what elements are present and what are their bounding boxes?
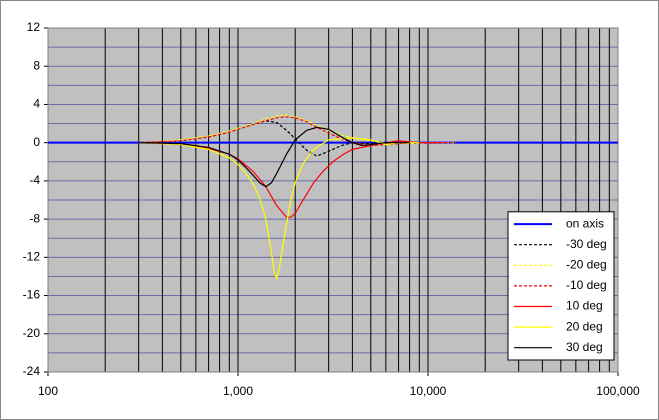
y-tick-label: -16 <box>23 288 41 302</box>
legend-label: -30 deg <box>566 237 607 251</box>
legend-label: 30 deg <box>566 340 603 354</box>
legend-label: -10 deg <box>566 278 607 292</box>
x-tick-label: 10,000 <box>410 384 447 398</box>
series-line <box>138 137 420 281</box>
legend-label: -20 deg <box>566 257 607 271</box>
legend-label: 10 deg <box>566 299 603 313</box>
legend-label: 20 deg <box>566 319 603 333</box>
y-tick-label: -4 <box>29 173 40 187</box>
series-line <box>138 126 410 188</box>
y-tick-label: 0 <box>33 135 40 149</box>
series-line <box>138 114 456 145</box>
y-tick-label: -20 <box>23 326 41 340</box>
x-tick-label: 100,000 <box>596 384 640 398</box>
x-tick-label: 1,000 <box>223 384 253 398</box>
y-tick-label: 12 <box>27 20 41 34</box>
y-tick-label: -12 <box>23 250 41 264</box>
y-tick-label: -8 <box>29 211 40 225</box>
legend-label: on axis <box>566 216 604 230</box>
y-tick-label: -24 <box>23 364 41 378</box>
y-tick-label: 4 <box>33 97 40 111</box>
y-tick-label: 8 <box>33 58 40 72</box>
plot-border <box>47 27 619 373</box>
x-tick-label: 100 <box>38 384 58 398</box>
series-line <box>138 116 456 147</box>
